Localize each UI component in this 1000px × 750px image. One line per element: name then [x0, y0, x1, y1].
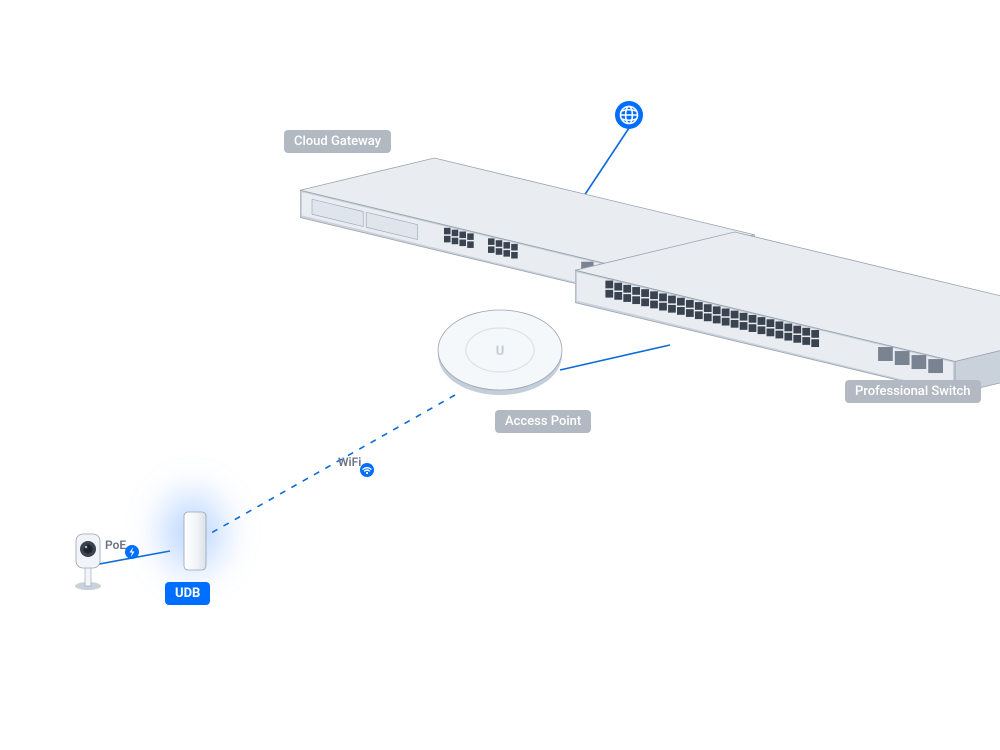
access-point-label: Access Point — [495, 410, 591, 433]
svg-text:U: U — [496, 344, 505, 359]
wifi-label: WiFi — [338, 455, 361, 469]
professional-switch-label: Professional Switch — [845, 380, 981, 403]
network-topology-diagram: U Cloud Gateway Professional Switch Acce… — [0, 0, 1000, 750]
access-point-device: U — [434, 307, 566, 405]
poe-label: PoE — [105, 538, 126, 552]
internet-icon — [615, 101, 643, 129]
wifi-icon — [360, 463, 374, 477]
udb-device — [180, 510, 216, 578]
cloud-gateway-label: Cloud Gateway — [284, 130, 391, 153]
professional-switch-device — [575, 222, 1000, 404]
udb-label: UDB — [165, 582, 210, 605]
poe-icon — [125, 545, 139, 559]
camera-device — [70, 530, 110, 596]
